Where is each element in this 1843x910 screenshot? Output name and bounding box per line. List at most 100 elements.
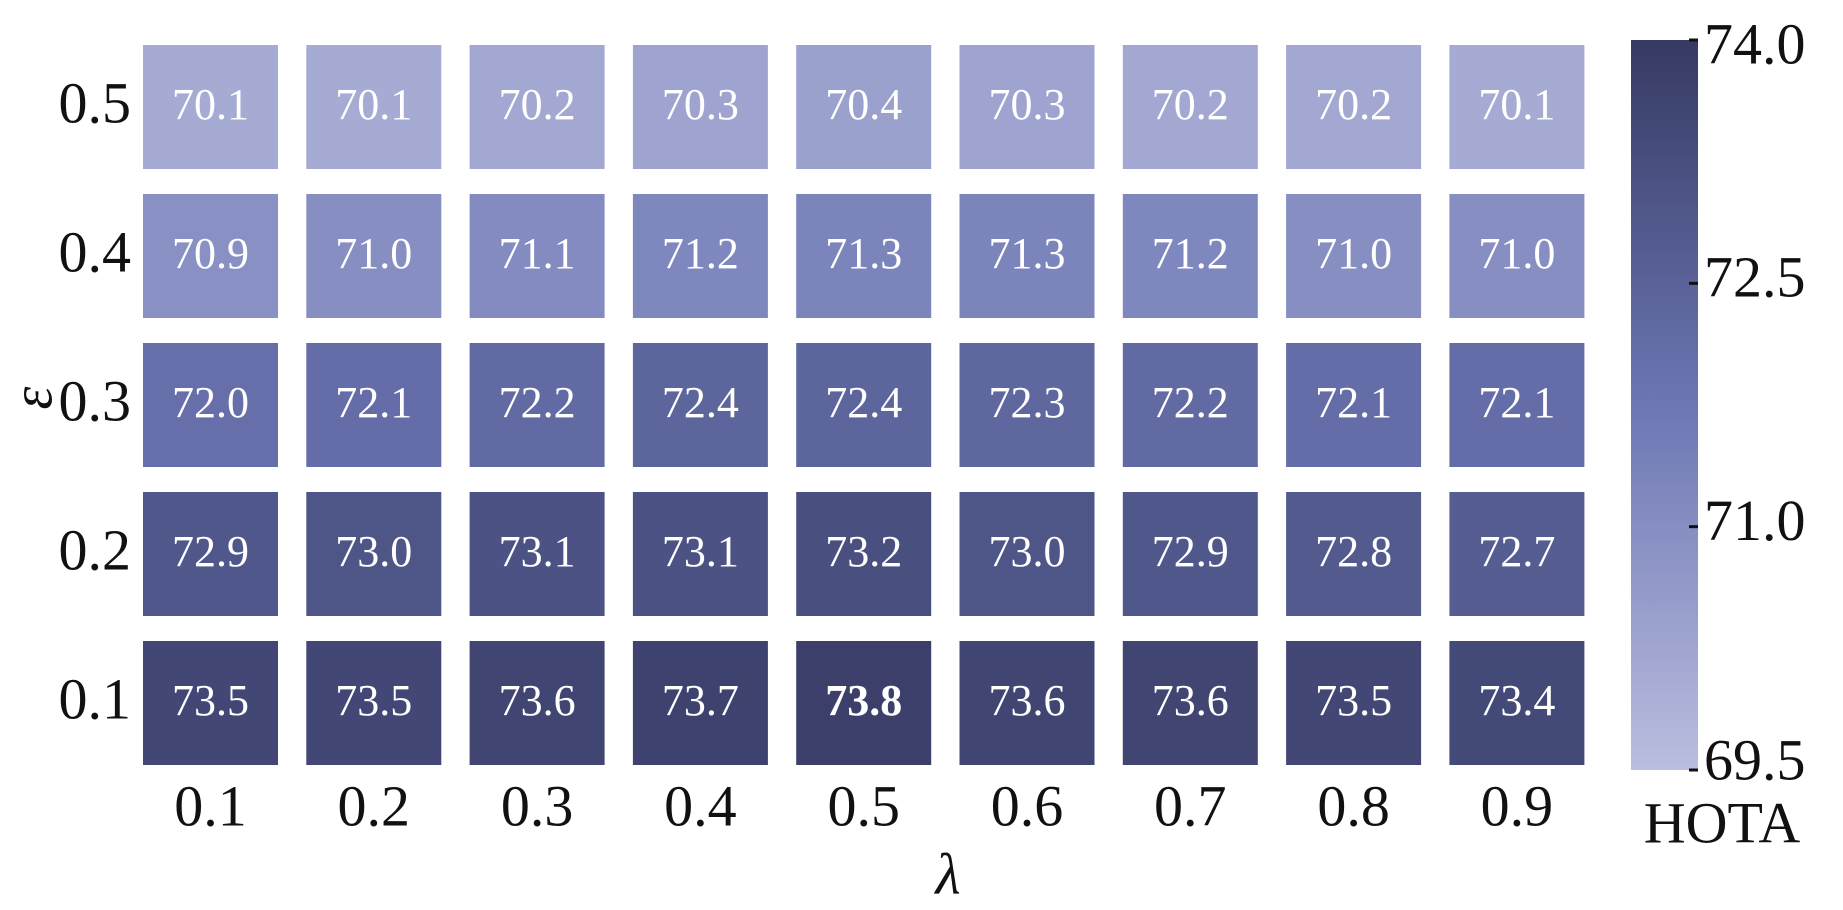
y-tick-label: 0.3 [59, 368, 132, 433]
heatmap-cell [143, 45, 278, 169]
colorbar-tick-label: 74.0 [1704, 11, 1806, 76]
heatmap-cell [796, 641, 932, 765]
heatmap-cell [306, 194, 442, 318]
y-tick-label: 0.5 [59, 70, 132, 135]
heatmap-cell [306, 343, 442, 467]
cell-value-label: 73.6 [1152, 676, 1229, 725]
x-tick-label: 0.3 [501, 773, 574, 838]
cell-value-label: 70.1 [172, 80, 249, 129]
cell-value-label: 72.2 [499, 378, 576, 427]
cell-value-label: 72.1 [335, 378, 412, 427]
x-tick-label: 0.6 [991, 773, 1064, 838]
cell-value-label: 72.4 [825, 378, 902, 427]
cell-value-label: 71.2 [662, 229, 739, 278]
cell-value-label: 72.7 [1478, 527, 1555, 576]
heatmap-cell [959, 492, 1095, 616]
colorbar-tick-label: 72.5 [1704, 245, 1806, 310]
heatmap-cell [1449, 45, 1585, 169]
heatmap-cell [796, 492, 932, 616]
heatmap-cell [306, 641, 442, 765]
cell-value-label: 72.0 [172, 378, 249, 427]
colorbar [1631, 40, 1698, 770]
cell-value-label: 70.9 [172, 229, 249, 278]
cell-value-label: 72.2 [1152, 378, 1229, 427]
heatmap-cell [1449, 641, 1585, 765]
cell-value-label: 73.1 [662, 527, 739, 576]
colorbar-label: HOTA [1644, 790, 1801, 855]
cell-value-label: 72.9 [1152, 527, 1229, 576]
cell-value-label: 70.4 [825, 80, 902, 129]
x-tick-label: 0.2 [338, 773, 411, 838]
heatmap-cell [143, 343, 278, 467]
cell-value-label: 71.0 [1478, 229, 1555, 278]
y-tick-label: 0.2 [59, 517, 132, 582]
cell-value-label: 70.3 [989, 80, 1066, 129]
heatmap-cell [469, 492, 605, 616]
cell-value-label: 73.6 [989, 676, 1066, 725]
x-tick-label: 0.9 [1481, 773, 1554, 838]
cell-value-label: 70.3 [662, 80, 739, 129]
y-axis-label: ε [0, 386, 64, 409]
heatmap-cell [306, 492, 442, 616]
heatmap-cell [1449, 492, 1585, 616]
cell-value-label: 70.2 [499, 80, 576, 129]
heatmap-cell [1122, 194, 1258, 318]
heatmap-cell [959, 194, 1095, 318]
cell-value-label: 73.1 [499, 527, 576, 576]
heatmap-cell [143, 194, 278, 318]
cell-value-label: 71.0 [1315, 229, 1392, 278]
cell-value-label: 71.3 [989, 229, 1066, 278]
x-tick-label: 0.1 [174, 773, 247, 838]
cell-value-label: 70.2 [1315, 80, 1392, 129]
heatmap-cell [1122, 641, 1258, 765]
cell-value-label: 70.1 [1478, 80, 1555, 129]
heatmap-cell [143, 492, 278, 616]
heatmap-cell [1286, 194, 1422, 318]
cell-value-label: 72.9 [172, 527, 249, 576]
heatmap-cell [796, 45, 932, 169]
cell-value-label: 73.4 [1478, 676, 1555, 725]
cell-value-label: 71.0 [335, 229, 412, 278]
heatmap-cell [469, 194, 605, 318]
colorbar-tick-label: 69.5 [1704, 727, 1806, 792]
x-tick-label: 0.7 [1154, 773, 1227, 838]
colorbar-tick-label: 71.0 [1704, 488, 1806, 553]
heatmap-cell [796, 194, 932, 318]
cell-value-label: 73.5 [335, 676, 412, 725]
x-tick-label: 0.8 [1317, 773, 1390, 838]
heatmap-cell [632, 45, 768, 169]
cell-value-label: 71.1 [499, 229, 576, 278]
heatmap-cell [469, 641, 605, 765]
heatmap-cell [1122, 492, 1258, 616]
cell-value-label: 72.3 [989, 378, 1066, 427]
heatmap-cell [1286, 343, 1422, 467]
cell-value-label: 72.1 [1478, 378, 1555, 427]
heatmap-cell [632, 492, 768, 616]
heatmap-cell [469, 343, 605, 467]
heatmap-cell [1286, 641, 1422, 765]
x-tick-label: 0.4 [664, 773, 737, 838]
cell-value-label: 70.1 [335, 80, 412, 129]
cell-value-label: 71.3 [825, 229, 902, 278]
heatmap-cell [1286, 45, 1422, 169]
x-axis-label: λ [933, 841, 960, 906]
heatmap-cell [143, 641, 278, 765]
cell-value-label: 73.0 [335, 527, 412, 576]
heatmap-cell [632, 343, 768, 467]
cell-value-label: 73.5 [1315, 676, 1392, 725]
heatmap-cell [632, 641, 768, 765]
cell-value-label: 73.0 [989, 527, 1066, 576]
cell-value-label: 73.8 [825, 676, 902, 725]
heatmap-cell [632, 194, 768, 318]
cell-value-label: 73.2 [825, 527, 902, 576]
heatmap-cell [959, 45, 1095, 169]
y-tick-label: 0.4 [59, 219, 132, 284]
y-tick-label: 0.1 [59, 666, 132, 731]
heatmap-cell [1449, 343, 1585, 467]
cell-value-label: 72.8 [1315, 527, 1392, 576]
cell-value-label: 73.7 [662, 676, 739, 725]
heatmap-cell [1122, 45, 1258, 169]
heatmap-cell [469, 45, 605, 169]
cell-value-label: 71.2 [1152, 229, 1229, 278]
